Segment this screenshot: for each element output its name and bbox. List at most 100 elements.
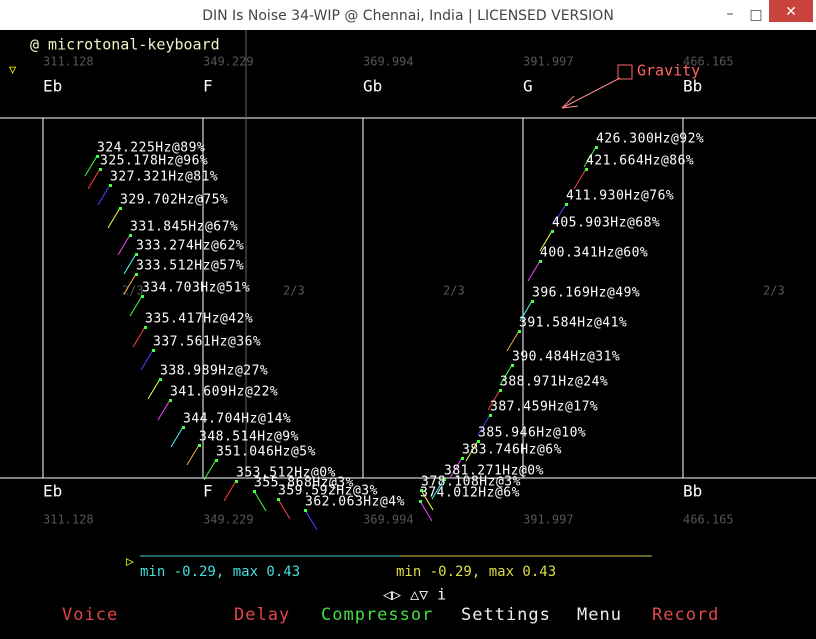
particle-label: 383.746Hz@6% (462, 443, 562, 458)
particle-label: 391.584Hz@41% (519, 316, 627, 331)
key-freq: 311.128 (43, 513, 94, 527)
particle-trail (203, 459, 217, 481)
particle-trail (253, 490, 267, 512)
gravity-handle[interactable] (617, 64, 633, 80)
particle-label: 396.169Hz@49% (532, 286, 640, 301)
ratio: 2/3 (122, 284, 144, 298)
close-button[interactable]: ✕ (785, 4, 797, 20)
particle (96, 155, 99, 158)
key-freq: 349.229 (203, 55, 254, 69)
ratio: 2/3 (763, 284, 785, 298)
particle-trail (506, 330, 520, 352)
particle (182, 426, 185, 429)
close-bg[interactable] (769, 0, 813, 22)
key-freq: 466.165 (683, 513, 734, 527)
particle-trail (487, 389, 501, 411)
particle-label: 387.459Hz@17% (490, 400, 598, 415)
particle-label: 337.561Hz@36% (153, 335, 261, 350)
key-freq: 349.229 (203, 513, 254, 527)
menu-item[interactable]: Compressor (321, 605, 433, 625)
particle-label: 359.592Hz@3% (278, 484, 378, 499)
particle (215, 459, 218, 462)
minimize-button[interactable]: – (727, 6, 734, 22)
particle-trail (539, 230, 553, 252)
particle-trail (123, 253, 137, 275)
key-note: Bb (683, 482, 702, 501)
particle-trail (223, 480, 237, 502)
particle-label: 362.063Hz@4% (305, 495, 405, 510)
particle-label: 390.484Hz@31% (512, 350, 620, 365)
menu-item[interactable]: Record (652, 605, 719, 625)
menu-item[interactable]: Menu (577, 605, 622, 625)
particle-label: 333.512Hz@57% (136, 259, 244, 274)
particle (129, 234, 132, 237)
particle-label: 338.989Hz@27% (160, 364, 268, 379)
key-note: F (203, 77, 213, 96)
particle-label: 333.274Hz@62% (136, 239, 244, 254)
particle-trail (477, 414, 491, 436)
particle-trail (123, 273, 137, 295)
particle-trail (117, 234, 131, 256)
particle-label: 348.514Hz@9% (199, 430, 299, 445)
key-freq: 391.997 (523, 513, 574, 527)
particle-trail (132, 326, 146, 348)
menu-item[interactable]: Delay (234, 605, 290, 625)
key-freq: 466.165 (683, 55, 734, 69)
key-freq: 391.997 (523, 55, 574, 69)
particle-label: 341.609Hz@22% (170, 385, 278, 400)
particle-trail (186, 444, 200, 466)
particle-trail (553, 203, 567, 225)
title-bar (0, 0, 816, 30)
key-note: F (203, 482, 213, 501)
particle-trail (84, 155, 98, 177)
particle-trail (170, 426, 184, 448)
particle (99, 168, 102, 171)
maximize-button[interactable]: □ (749, 7, 762, 23)
gravity-label: Gravity (637, 62, 700, 80)
ratio: 2/3 (443, 284, 465, 298)
particle-label: 388.971Hz@24% (500, 375, 608, 390)
particle (141, 295, 144, 298)
particle (159, 378, 162, 381)
particle-label: 385.946Hz@10% (478, 426, 586, 441)
particle (489, 414, 492, 417)
particle (518, 330, 521, 333)
particle-label: 411.930Hz@76% (566, 189, 674, 204)
particle-trail (87, 168, 101, 190)
range-left: min -0.29, max 0.43 (140, 564, 300, 580)
particle-trail (465, 440, 479, 462)
gravity-arrow-head (561, 105, 579, 109)
particle-label: 374.012Hz@6% (420, 486, 520, 501)
particle (119, 207, 122, 210)
particle-label: 400.341Hz@60% (540, 246, 648, 261)
particle-trail (527, 260, 541, 282)
nav-arrows[interactable]: ◁▷ △▽ i (383, 586, 446, 604)
menu-item[interactable]: Voice (62, 605, 118, 625)
gravity-arrow (561, 77, 621, 109)
play-marker[interactable]: ▷ (126, 555, 134, 570)
particle (169, 399, 172, 402)
particle-trail (420, 489, 434, 511)
range-right: min -0.29, max 0.43 (396, 564, 556, 580)
particle-label: 421.664Hz@86% (586, 154, 694, 169)
key-note: Eb (43, 482, 62, 501)
gravity-arrow-head (561, 95, 575, 109)
particle (443, 478, 446, 481)
particle (277, 498, 280, 501)
mode-label: @ microtonal-keyboard (30, 36, 220, 54)
particle (419, 500, 422, 503)
particle-label: 324.225Hz@89% (97, 141, 205, 156)
particle-trail (277, 498, 291, 520)
particle (253, 490, 256, 493)
particle-trail (304, 509, 318, 531)
particle (135, 253, 138, 256)
menu-item[interactable]: Settings (461, 605, 551, 625)
particle (109, 184, 112, 187)
particle-trail (140, 349, 154, 371)
particle (144, 326, 147, 329)
particle-trail (147, 378, 161, 400)
particle (461, 457, 464, 460)
particle (565, 203, 568, 206)
particle (135, 273, 138, 276)
